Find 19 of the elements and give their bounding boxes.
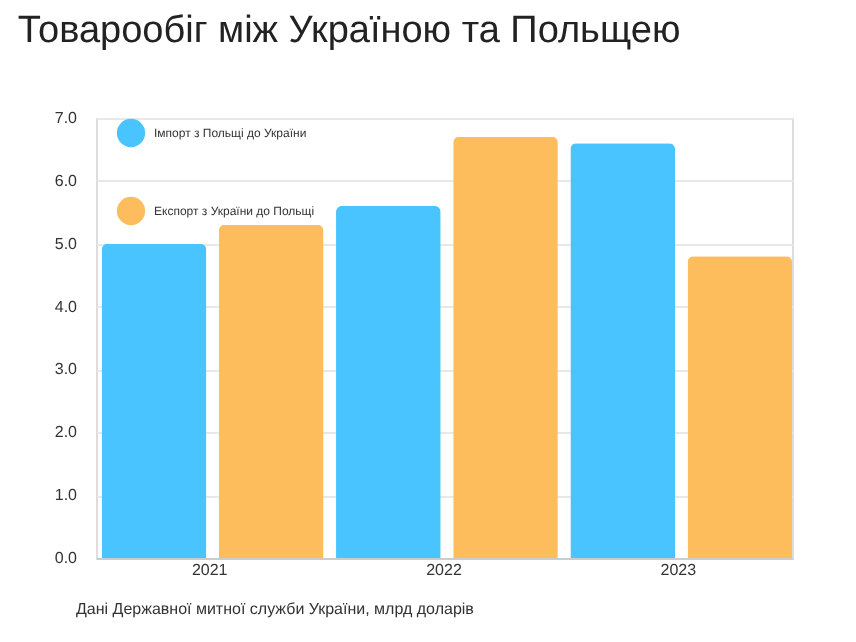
x-tick-label: 2021	[191, 561, 229, 579]
y-tick-label: 0.0	[54, 549, 79, 567]
bar	[101, 243, 207, 558]
y-tick-label: 7.0	[54, 109, 79, 127]
bar	[453, 136, 558, 558]
bar	[336, 206, 441, 558]
y-tick-label: 1.0	[54, 486, 79, 505]
bar	[218, 224, 324, 558]
y-tick-label: 5.0	[54, 234, 79, 253]
chart-title: Товарообіг між Україною та Польщею	[17, 10, 681, 52]
y-tick-label: 6.0	[54, 171, 79, 190]
y-tick-label: 3.0	[54, 360, 79, 379]
y-tick-label: 2.0	[54, 423, 79, 442]
bar	[687, 256, 793, 558]
y-tick-label: 4.0	[54, 297, 79, 316]
text: Дані Державної митної служби України, млрд доларів	[76, 600, 474, 618]
x-tick-label: 2023	[660, 561, 698, 579]
bar	[570, 143, 675, 558]
x-tick-label: 2022	[426, 561, 463, 579]
